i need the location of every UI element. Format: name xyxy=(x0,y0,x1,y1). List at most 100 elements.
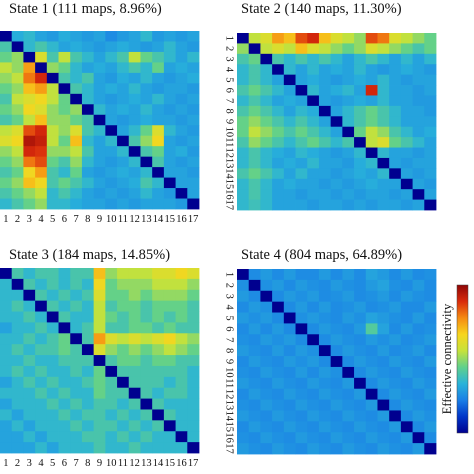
heatmap-cell xyxy=(0,333,13,345)
heatmap-cell xyxy=(58,344,71,356)
heatmap-cell xyxy=(81,188,95,199)
heatmap-cell xyxy=(389,178,402,190)
heatmap-cell xyxy=(283,126,296,138)
heatmap-cell xyxy=(342,43,355,55)
heatmap-cell xyxy=(58,333,71,345)
heatmap-cell xyxy=(295,334,308,346)
heatmap-cell xyxy=(424,64,437,76)
heatmap-cell xyxy=(424,301,437,313)
heatmap-panel-1: State 1 (111 maps, 8.96%)1 2 3 4 5 6 7 8 9 10 11 12… xyxy=(0,1,200,225)
heatmap-cell xyxy=(35,156,48,168)
heatmap-cell xyxy=(46,188,59,199)
heatmap-cell xyxy=(318,43,332,55)
heatmap-cell xyxy=(248,312,261,324)
heatmap-cell xyxy=(248,85,261,96)
tick-label: 11 xyxy=(224,137,235,147)
heatmap-cell xyxy=(93,365,106,378)
heatmap-cell xyxy=(11,167,24,178)
heatmap-cell xyxy=(307,410,320,422)
heatmap-cell xyxy=(412,377,425,390)
heatmap-cell xyxy=(260,356,273,368)
heatmap-cell xyxy=(365,432,378,444)
heatmap-cell xyxy=(117,442,130,454)
heatmap-cell xyxy=(11,188,24,199)
heatmap-cell xyxy=(105,167,118,178)
heatmap-cell xyxy=(237,43,250,55)
heatmap-cell xyxy=(23,442,36,454)
heatmap-cell xyxy=(318,301,332,313)
heatmap-cell xyxy=(58,431,71,443)
tick-label: 6 xyxy=(62,458,67,469)
heatmap-cell xyxy=(318,388,332,400)
heatmap-cell xyxy=(93,398,106,410)
heatmap-cell xyxy=(11,198,24,210)
heatmap-cell xyxy=(365,74,378,86)
heatmap-cell xyxy=(260,199,273,211)
heatmap-cell xyxy=(424,388,437,400)
heatmap-cell xyxy=(307,74,320,86)
heatmap-cell xyxy=(400,199,413,211)
heatmap-cell xyxy=(105,398,118,410)
heatmap-cell xyxy=(35,409,48,421)
heatmap-cell xyxy=(187,311,200,323)
heatmap-cell xyxy=(152,167,165,178)
heatmap-cell xyxy=(354,64,367,76)
heatmap-cell xyxy=(237,95,250,107)
heatmap-cell xyxy=(35,177,48,189)
heatmap-cell xyxy=(152,146,165,158)
heatmap-cell xyxy=(354,199,367,211)
heatmap-cell xyxy=(35,31,48,42)
heatmap-cell xyxy=(187,114,200,126)
heatmap-cell xyxy=(46,387,59,399)
tick-label: 16 xyxy=(176,214,187,225)
heatmap-cell xyxy=(354,116,367,128)
heatmap-cell xyxy=(354,168,367,180)
heatmap-cell xyxy=(128,83,141,95)
heatmap-cell xyxy=(70,268,83,280)
heatmap-cell xyxy=(260,290,273,303)
tick-label: 5 xyxy=(50,458,55,469)
heatmap-cell xyxy=(295,410,308,422)
heatmap-cell xyxy=(377,323,390,335)
heatmap-cell xyxy=(81,62,95,74)
heatmap-cell xyxy=(342,126,355,138)
heatmap-cell xyxy=(0,431,13,443)
heatmap-cell xyxy=(330,178,343,190)
heatmap-cell xyxy=(330,199,343,211)
heatmap-cell xyxy=(117,355,130,367)
heatmap-cell xyxy=(175,198,188,210)
heatmap-cell xyxy=(187,188,200,199)
heatmap-cell xyxy=(163,344,176,356)
heatmap-cell xyxy=(70,125,83,137)
heatmap-cell xyxy=(175,398,188,410)
heatmap-cell xyxy=(175,355,188,367)
heatmap-cell xyxy=(272,323,285,335)
heatmap-cell xyxy=(152,333,165,345)
heatmap-cell xyxy=(117,188,130,199)
heatmap-cell xyxy=(0,125,13,137)
heatmap-cell xyxy=(23,135,36,147)
heatmap-cell xyxy=(237,432,250,444)
heatmap-cell xyxy=(128,125,141,137)
heatmap-cell xyxy=(365,356,378,368)
heatmap-cell xyxy=(389,399,402,411)
heatmap-cell xyxy=(400,334,413,346)
heatmap-cell xyxy=(23,114,36,126)
heatmap-cell xyxy=(248,137,261,148)
heatmap-cell xyxy=(318,178,332,190)
heatmap-cell xyxy=(365,399,378,411)
heatmap-cell xyxy=(0,83,13,95)
heatmap-cell xyxy=(342,178,355,190)
heatmap-cell xyxy=(424,53,437,65)
heatmap-cell xyxy=(272,43,285,55)
heatmap-cell xyxy=(93,188,106,199)
heatmap-cell xyxy=(377,85,390,96)
heatmap-cell xyxy=(187,198,200,210)
heatmap-cell xyxy=(283,334,296,346)
heatmap-cell xyxy=(117,93,130,105)
tick-labels-3: 1 2 3 4 5 6 7 8 9 10 11 12 13 14 15 16 17 xyxy=(3,458,198,469)
heatmap-cell xyxy=(23,83,36,95)
heatmap-cell xyxy=(46,93,59,105)
heatmap-cell xyxy=(283,116,296,128)
heatmap-cell xyxy=(295,366,308,379)
